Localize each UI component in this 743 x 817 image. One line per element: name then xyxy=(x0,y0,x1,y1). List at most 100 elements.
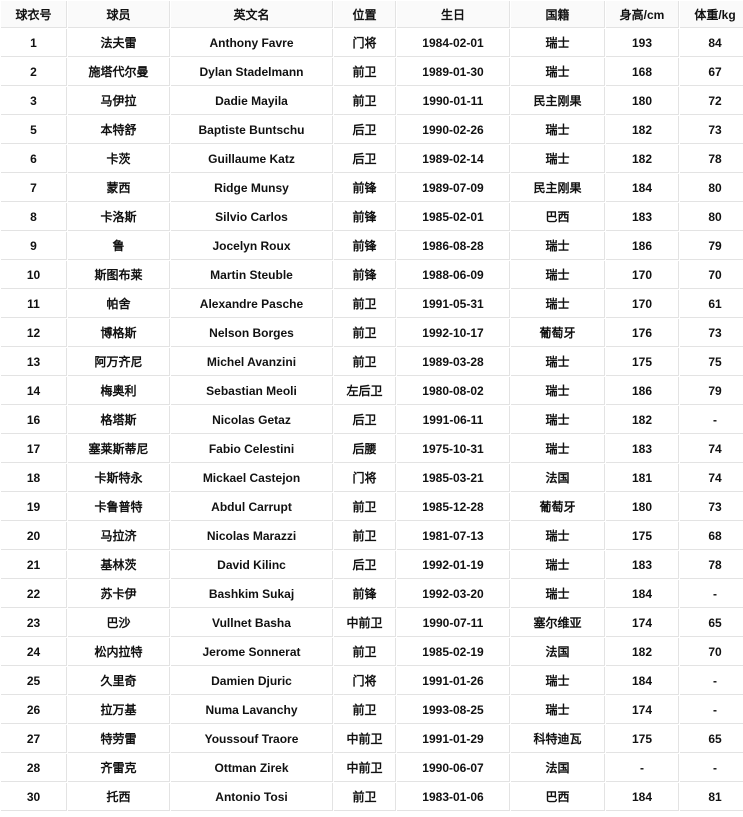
cell-weight: 74 xyxy=(680,435,743,463)
cell-birthday: 1981-07-13 xyxy=(397,522,510,550)
cell-player-name-en: Michel Avanzini xyxy=(171,348,333,376)
table-row: 5 本特舒 Baptiste Buntschu 后卫 1990-02-26 瑞士 182 73 xyxy=(1,116,743,144)
cell-position: 前卫 xyxy=(334,638,396,666)
table-row: 18 卡斯特永 Mickael Castejon 门将 1985-03-21 法国 181 7… xyxy=(1,464,743,492)
cell-player-name-cn: 苏卡伊 xyxy=(68,580,170,608)
cell-nationality: 瑞士 xyxy=(511,58,605,86)
cell-height: 175 xyxy=(606,725,679,753)
cell-player-name-cn: 托西 xyxy=(68,783,170,811)
cell-weight: 67 xyxy=(680,58,743,86)
cell-height: 182 xyxy=(606,406,679,434)
cell-player-name-cn: 格塔斯 xyxy=(68,406,170,434)
table-row: 3 马伊拉 Dadie Mayila 前卫 1990-01-11 民主刚果 180 72 xyxy=(1,87,743,115)
cell-jersey-number: 14 xyxy=(1,377,67,405)
cell-player-name-en: Sebastian Meoli xyxy=(171,377,333,405)
cell-nationality: 瑞士 xyxy=(511,406,605,434)
cell-jersey-number: 22 xyxy=(1,580,67,608)
table-row: 12 博格斯 Nelson Borges 前卫 1992-10-17 葡萄牙 176 73 xyxy=(1,319,743,347)
column-header-player-name-en: 英文名 xyxy=(171,1,333,28)
cell-position: 前卫 xyxy=(334,348,396,376)
cell-jersey-number: 20 xyxy=(1,522,67,550)
cell-height: 182 xyxy=(606,116,679,144)
cell-nationality: 法国 xyxy=(511,638,605,666)
cell-jersey-number: 6 xyxy=(1,145,67,173)
cell-height: 170 xyxy=(606,261,679,289)
cell-birthday: 1990-07-11 xyxy=(397,609,510,637)
cell-nationality: 瑞士 xyxy=(511,435,605,463)
cell-player-name-en: Mickael Castejon xyxy=(171,464,333,492)
cell-birthday: 1989-02-14 xyxy=(397,145,510,173)
cell-nationality: 瑞士 xyxy=(511,232,605,260)
cell-position: 后卫 xyxy=(334,551,396,579)
column-header-height: 身高/cm xyxy=(606,1,679,28)
cell-weight: 79 xyxy=(680,377,743,405)
cell-player-name-en: Numa Lavanchy xyxy=(171,696,333,724)
cell-weight: 72 xyxy=(680,87,743,115)
cell-jersey-number: 17 xyxy=(1,435,67,463)
cell-player-name-en: David Kilinc xyxy=(171,551,333,579)
table-row: 17 塞莱斯蒂尼 Fabio Celestini 后腰 1975-10-31 瑞士 183 7… xyxy=(1,435,743,463)
cell-position: 前锋 xyxy=(334,580,396,608)
cell-birthday: 1990-02-26 xyxy=(397,116,510,144)
cell-player-name-cn: 特劳雷 xyxy=(68,725,170,753)
table-row: 23 巴沙 Vullnet Basha 中前卫 1990-07-11 塞尔维亚 174 65 xyxy=(1,609,743,637)
cell-birthday: 1983-01-06 xyxy=(397,783,510,811)
cell-player-name-en: Nelson Borges xyxy=(171,319,333,347)
cell-player-name-cn: 法夫雷 xyxy=(68,29,170,57)
cell-birthday: 1985-03-21 xyxy=(397,464,510,492)
cell-player-name-cn: 卡茨 xyxy=(68,145,170,173)
cell-player-name-en: Martin Steuble xyxy=(171,261,333,289)
cell-height: 193 xyxy=(606,29,679,57)
cell-jersey-number: 16 xyxy=(1,406,67,434)
cell-nationality: 葡萄牙 xyxy=(511,319,605,347)
cell-birthday: 1990-06-07 xyxy=(397,754,510,782)
cell-jersey-number: 25 xyxy=(1,667,67,695)
cell-position: 中前卫 xyxy=(334,725,396,753)
cell-weight: 75 xyxy=(680,348,743,376)
cell-birthday: 1992-10-17 xyxy=(397,319,510,347)
cell-weight: 73 xyxy=(680,116,743,144)
column-header-jersey-number: 球衣号 xyxy=(1,1,67,28)
cell-nationality: 民主刚果 xyxy=(511,174,605,202)
cell-player-name-en: Fabio Celestini xyxy=(171,435,333,463)
cell-player-name-cn: 久里奇 xyxy=(68,667,170,695)
cell-position: 门将 xyxy=(334,464,396,492)
cell-player-name-en: Abdul Carrupt xyxy=(171,493,333,521)
cell-position: 中前卫 xyxy=(334,609,396,637)
table-row: 10 斯图布莱 Martin Steuble 前锋 1988-06-09 瑞士 170 70 xyxy=(1,261,743,289)
cell-birthday: 1992-01-19 xyxy=(397,551,510,579)
cell-jersey-number: 21 xyxy=(1,551,67,579)
cell-position: 前锋 xyxy=(334,203,396,231)
cell-nationality: 瑞士 xyxy=(511,261,605,289)
cell-birthday: 1975-10-31 xyxy=(397,435,510,463)
cell-position: 前卫 xyxy=(334,696,396,724)
cell-player-name-cn: 帕舍 xyxy=(68,290,170,318)
cell-player-name-en: Bashkim Sukaj xyxy=(171,580,333,608)
table-row: 1 法夫雷 Anthony Favre 门将 1984-02-01 瑞士 193 84 xyxy=(1,29,743,57)
cell-birthday: 1991-01-26 xyxy=(397,667,510,695)
cell-position: 前卫 xyxy=(334,319,396,347)
cell-player-name-cn: 马拉济 xyxy=(68,522,170,550)
cell-weight: 70 xyxy=(680,261,743,289)
cell-height: 180 xyxy=(606,493,679,521)
cell-height: 184 xyxy=(606,174,679,202)
cell-weight: 73 xyxy=(680,493,743,521)
cell-birthday: 1992-03-20 xyxy=(397,580,510,608)
cell-birthday: 1985-02-19 xyxy=(397,638,510,666)
table-row: 16 格塔斯 Nicolas Getaz 后卫 1991-06-11 瑞士 182- xyxy=(1,406,743,434)
cell-player-name-cn: 巴沙 xyxy=(68,609,170,637)
cell-player-name-cn: 梅奥利 xyxy=(68,377,170,405)
cell-position: 前卫 xyxy=(334,87,396,115)
cell-jersey-number: 8 xyxy=(1,203,67,231)
table-row: 21 基林茨 David Kilinc 后卫 1992-01-19 瑞士 183 78 xyxy=(1,551,743,579)
cell-nationality: 塞尔维亚 xyxy=(511,609,605,637)
cell-birthday: 1988-06-09 xyxy=(397,261,510,289)
cell-jersey-number: 13 xyxy=(1,348,67,376)
cell-nationality: 巴西 xyxy=(511,783,605,811)
cell-player-name-cn: 蒙西 xyxy=(68,174,170,202)
cell-height: 168 xyxy=(606,58,679,86)
cell-height: 182 xyxy=(606,638,679,666)
cell-weight: 81 xyxy=(680,783,743,811)
table-row: 30 托西 Antonio Tosi 前卫 1983-01-06 巴西 184 81 xyxy=(1,783,743,811)
